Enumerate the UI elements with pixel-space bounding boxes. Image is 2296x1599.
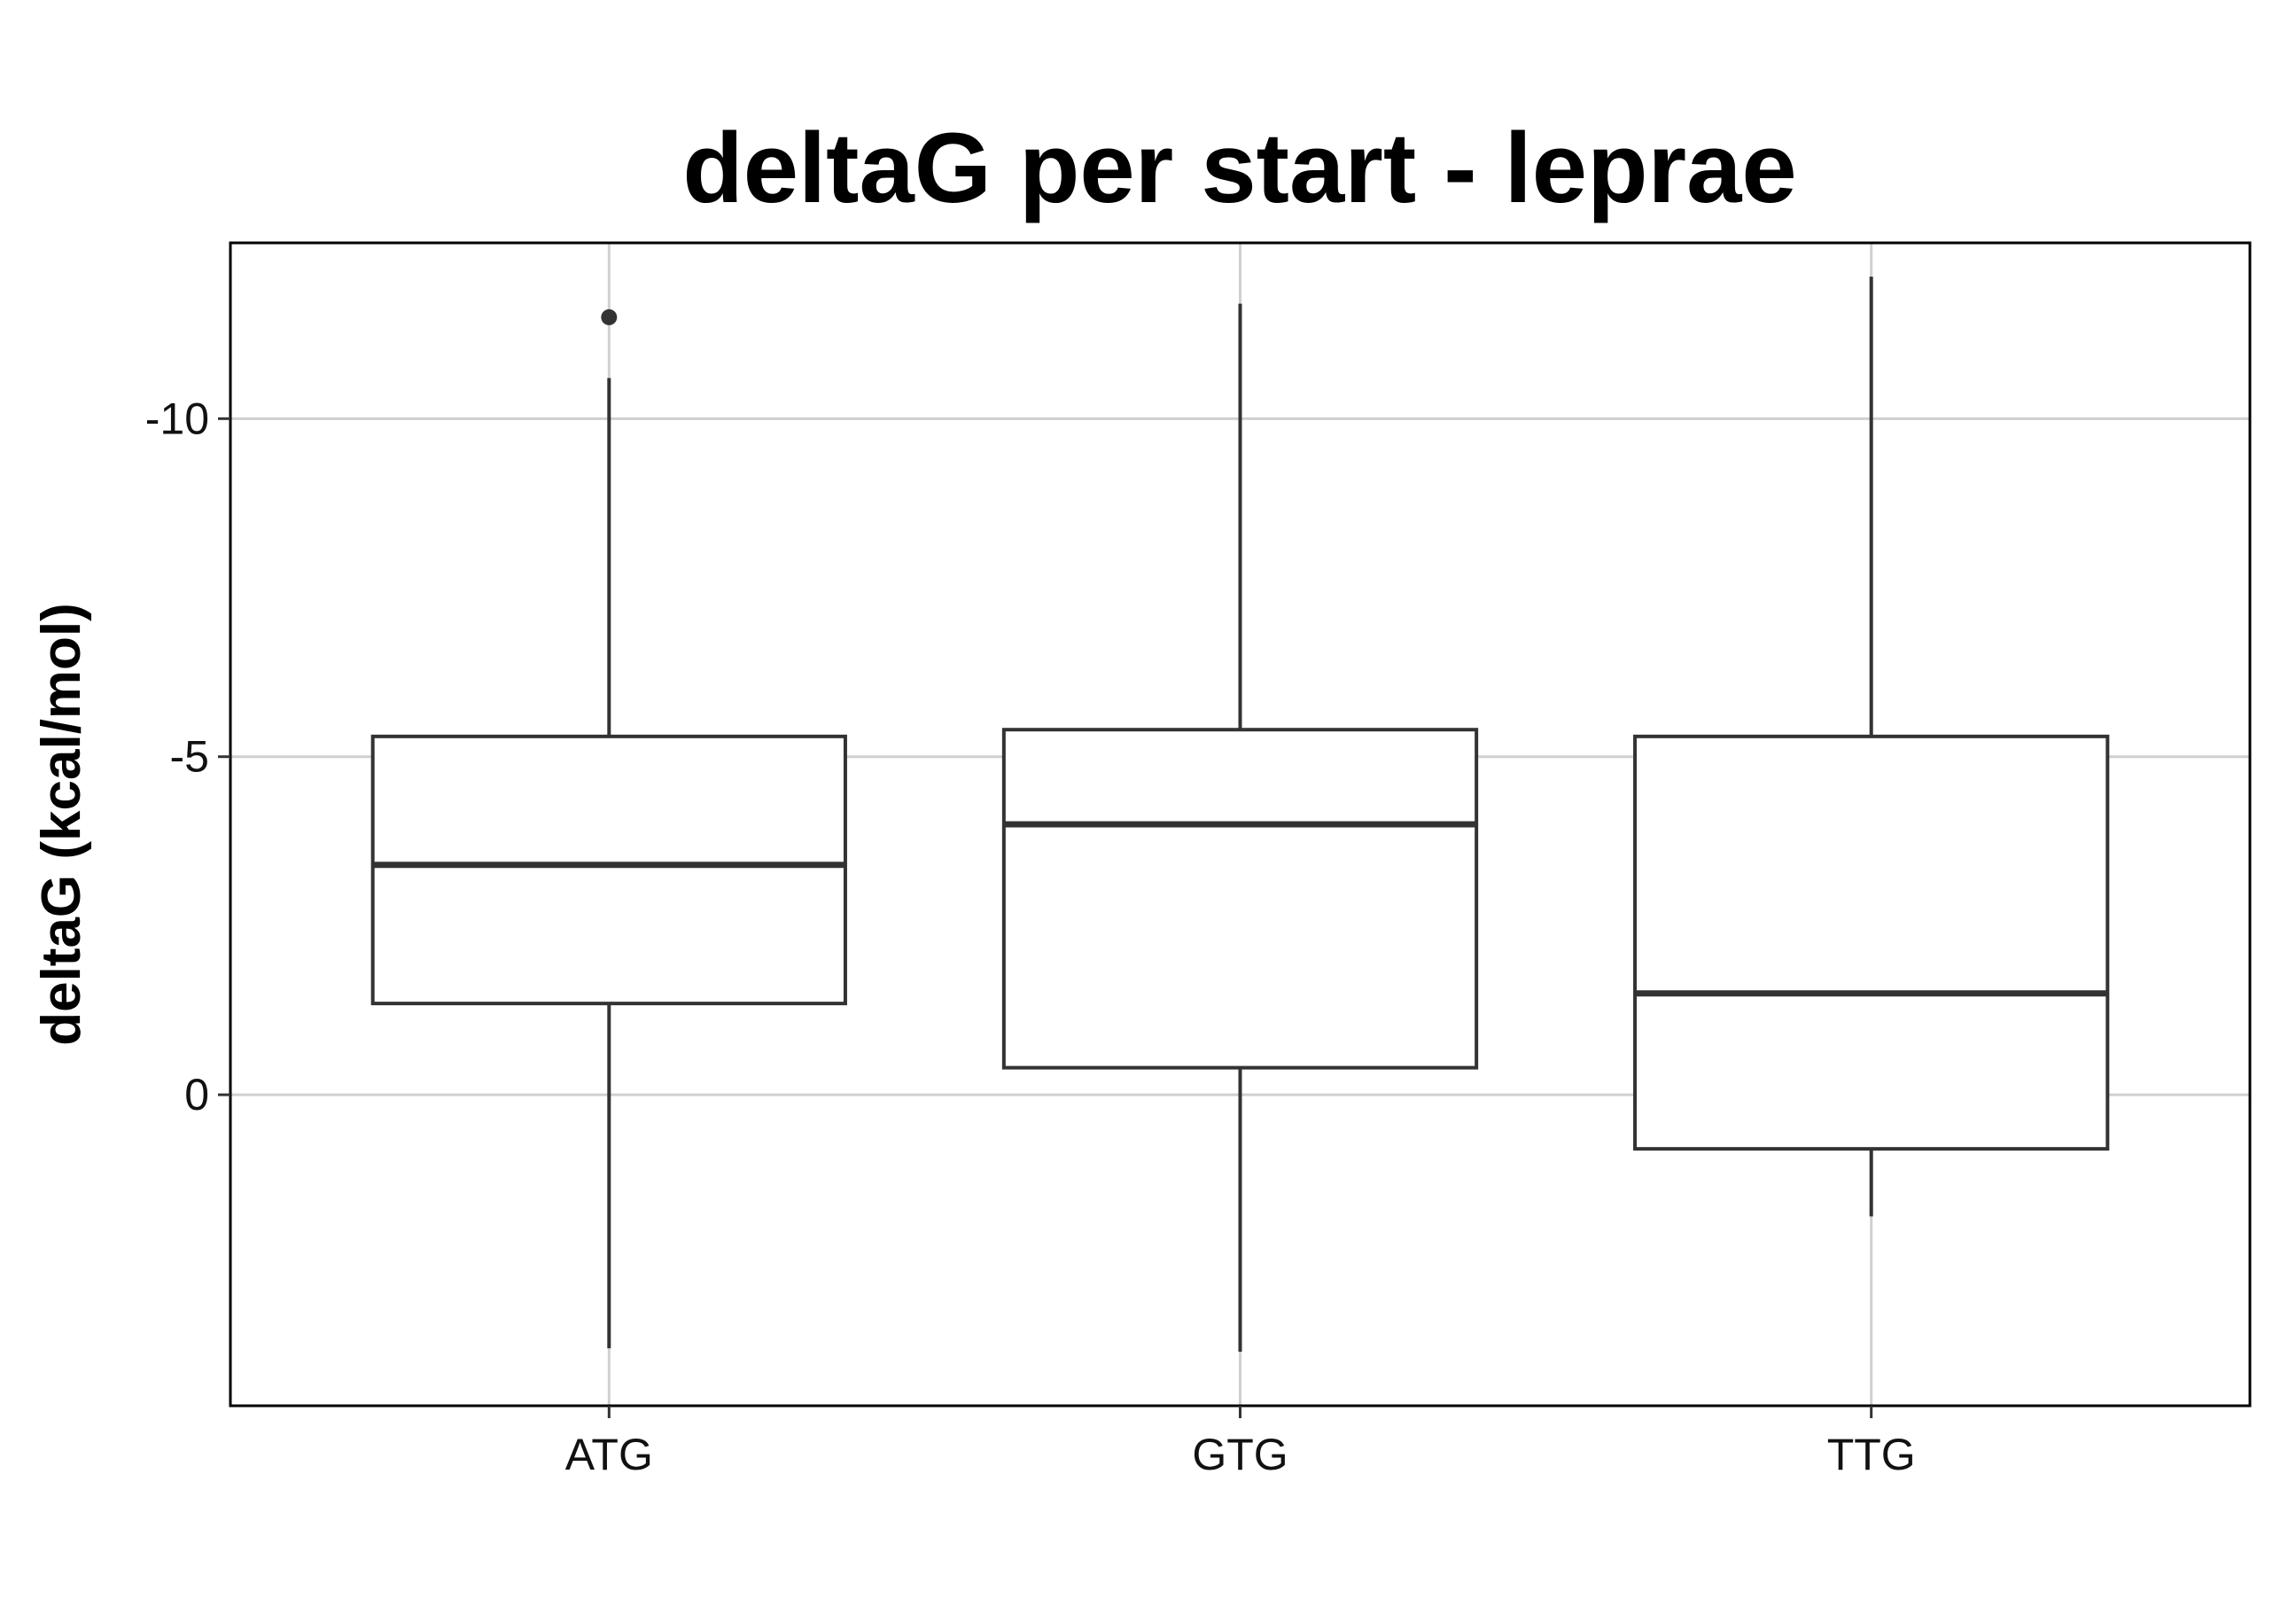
x-tick-label: ATG bbox=[565, 1430, 653, 1479]
axis-layer: -10 -5 0 ATG GTG TTG bbox=[145, 394, 1916, 1479]
chart-title: deltaG per start - leprae bbox=[682, 113, 1796, 223]
x-tick-label: GTG bbox=[1192, 1430, 1288, 1479]
y-tick-label: -5 bbox=[170, 732, 209, 782]
box bbox=[1001, 728, 1479, 1070]
x-tick-label: TTG bbox=[1827, 1430, 1916, 1479]
box bbox=[370, 734, 847, 1006]
box-layer bbox=[370, 277, 2110, 1352]
box bbox=[1633, 734, 2110, 1151]
y-tick-label: 0 bbox=[184, 1070, 209, 1119]
y-axis-label: deltaG (kcal/mol) bbox=[31, 603, 92, 1046]
outlier-point bbox=[601, 308, 618, 325]
y-tick-label: -10 bbox=[145, 394, 209, 443]
